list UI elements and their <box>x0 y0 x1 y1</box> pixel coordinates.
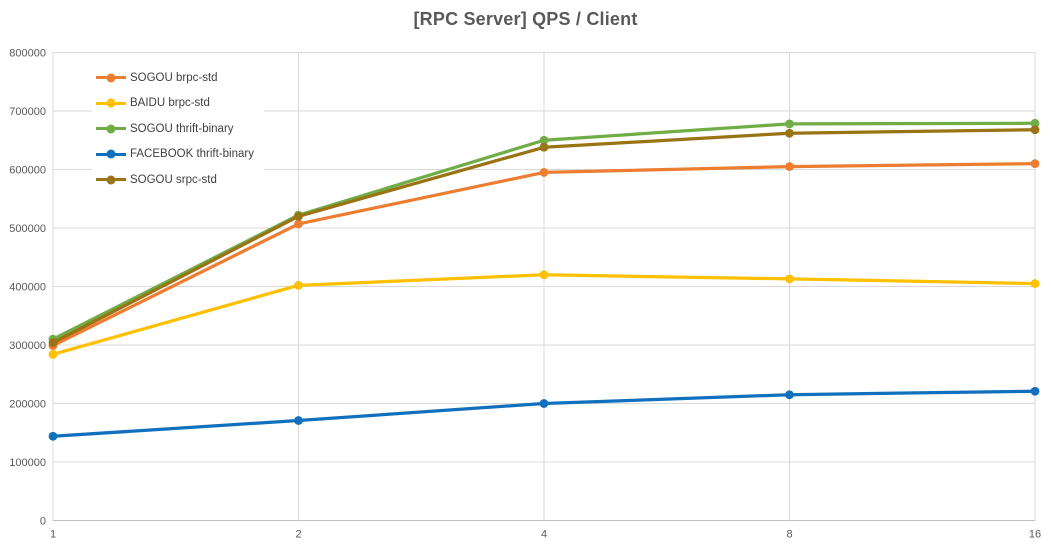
legend-item-sogou-thrift-binary: SOGOU thrift-binary <box>96 116 254 142</box>
data-point-baidu-brpc-std <box>48 349 58 359</box>
y-tick-label: 400000 <box>9 282 46 294</box>
legend-label: SOGOU srpc-std <box>130 173 217 186</box>
gridlines: 0 100000 200000 300000 400000 500000 600000 700… <box>9 48 1041 541</box>
legend-line-marker-icon <box>96 73 126 83</box>
data-point-sogou-srpc-std <box>539 142 549 152</box>
x-tick-label: 2 <box>295 529 301 541</box>
data-point-facebook-thrift-binary <box>1030 386 1040 396</box>
legend-item-sogou-brpc-std: SOGOU brpc-std <box>96 65 254 91</box>
data-point-sogou-brpc-std <box>294 219 303 229</box>
data-point-sogou-srpc-std <box>294 211 303 221</box>
legend-dot-icon <box>106 98 116 108</box>
legend-dot-icon <box>106 73 116 83</box>
y-tick-label: 300000 <box>9 340 46 352</box>
series-facebook-thrift-binary <box>48 386 1040 441</box>
data-point-sogou-brpc-std <box>539 168 549 177</box>
y-tick-label: 0 <box>40 516 46 528</box>
legend-item-facebook-thrift-binary: FACEBOOK thrift-binary <box>96 142 254 168</box>
data-point-facebook-thrift-binary <box>48 431 58 441</box>
y-tick-label: 800000 <box>9 48 46 60</box>
legend-item-baidu-brpc-std: BAIDU brpc-std <box>96 91 254 117</box>
x-tick-label: 1 <box>50 529 56 541</box>
chart-title: [RPC Server] QPS / Client <box>413 9 638 29</box>
data-point-baidu-brpc-std <box>1030 279 1040 288</box>
x-tick-label: 16 <box>1029 529 1041 541</box>
data-point-sogou-thrift-binary <box>1030 118 1040 128</box>
data-point-sogou-brpc-std <box>785 162 794 171</box>
x-tick-label: 8 <box>786 529 792 541</box>
legend-line-marker-icon <box>96 175 126 185</box>
data-point-baidu-brpc-std <box>785 274 794 284</box>
y-tick-label: 200000 <box>9 399 46 411</box>
data-point-sogou-srpc-std <box>48 338 58 348</box>
data-point-sogou-brpc-std <box>1030 159 1040 169</box>
legend-line-marker-icon <box>96 149 126 159</box>
legend-dot-icon <box>106 124 116 134</box>
data-point-facebook-thrift-binary <box>294 416 303 425</box>
chart-legend: SOGOU brpc-std BAIDU brpc-std SOGOU thrift… <box>92 64 264 194</box>
legend-line-marker-icon <box>96 124 126 134</box>
data-point-baidu-brpc-std <box>539 270 549 280</box>
data-point-facebook-thrift-binary <box>539 399 549 408</box>
data-point-sogou-thrift-binary <box>785 119 794 129</box>
y-tick-label: 100000 <box>9 457 46 469</box>
data-point-sogou-srpc-std <box>1030 125 1040 135</box>
series-baidu-brpc-std <box>48 270 1040 359</box>
legend-label: SOGOU thrift-binary <box>130 122 234 135</box>
legend-label: BAIDU brpc-std <box>130 97 210 110</box>
legend-line-marker-icon <box>96 98 126 108</box>
y-tick-label: 500000 <box>9 223 46 235</box>
legend-dot-icon <box>106 149 116 159</box>
data-point-facebook-thrift-binary <box>785 390 794 400</box>
data-point-sogou-srpc-std <box>785 128 794 138</box>
series-sogou-srpc-std <box>48 125 1040 348</box>
legend-label: FACEBOOK thrift-binary <box>130 148 254 161</box>
legend-item-sogou-srpc-std: SOGOU srpc-std <box>96 167 254 193</box>
data-point-baidu-brpc-std <box>294 280 303 290</box>
legend-dot-icon <box>106 175 116 185</box>
y-tick-label: 700000 <box>9 106 46 118</box>
y-tick-label: 600000 <box>9 165 46 177</box>
legend-label: SOGOU brpc-std <box>130 71 218 84</box>
x-tick-label: 4 <box>541 529 547 541</box>
data-point-sogou-thrift-binary <box>539 135 549 145</box>
